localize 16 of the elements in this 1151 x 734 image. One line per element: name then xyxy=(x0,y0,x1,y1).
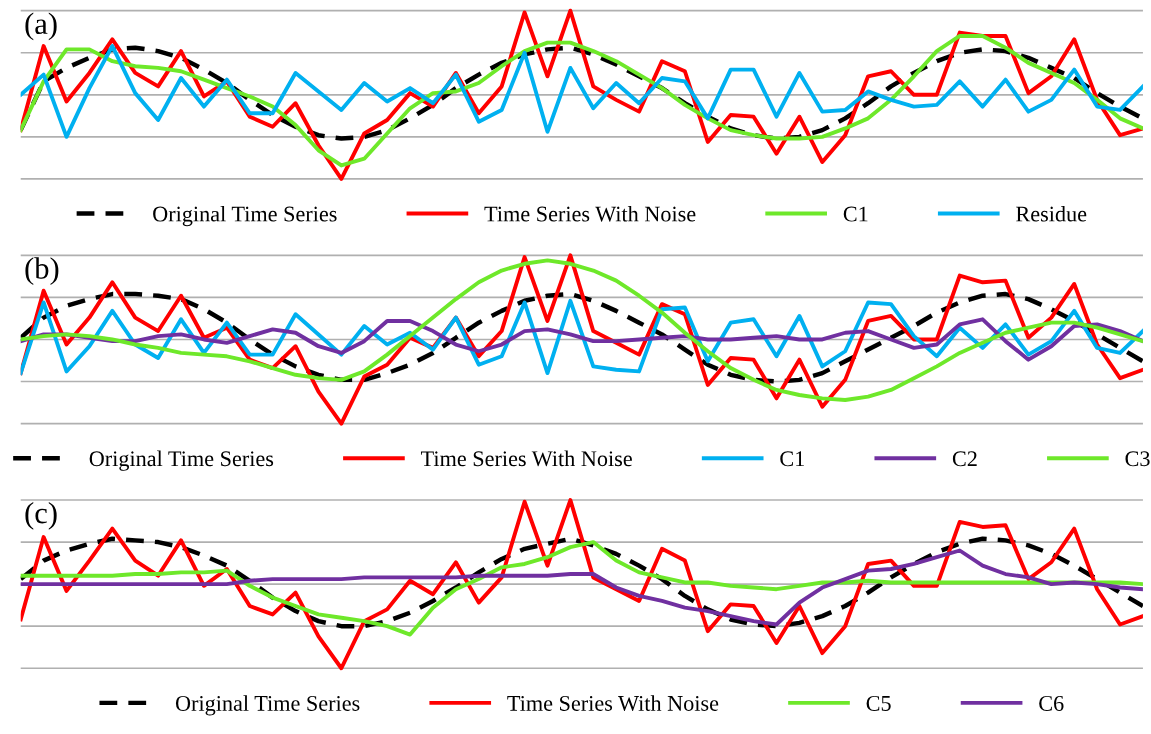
legend-label: Time Series With Noise xyxy=(421,450,632,467)
legend-label: C3 xyxy=(1125,451,1150,467)
legend-label: C6 xyxy=(1039,695,1064,711)
legend-label: Time Series With Noise xyxy=(484,205,696,222)
legend-label: C1 xyxy=(780,451,804,467)
annotation: (c) xyxy=(25,501,57,530)
annotation: (a) xyxy=(25,12,57,41)
legend-label: Residue xyxy=(1016,205,1087,222)
legend-label: Original Time Series xyxy=(89,450,274,471)
legend-label: C2 xyxy=(952,451,977,467)
annotation: (b) xyxy=(25,257,59,285)
legend-label: Original Time Series xyxy=(175,695,360,716)
legend-label: C5 xyxy=(866,695,891,711)
legend-label: C1 xyxy=(843,206,868,222)
legend-label: Time Series With Noise xyxy=(507,695,719,711)
legend-label: Original Time Series xyxy=(153,205,337,227)
